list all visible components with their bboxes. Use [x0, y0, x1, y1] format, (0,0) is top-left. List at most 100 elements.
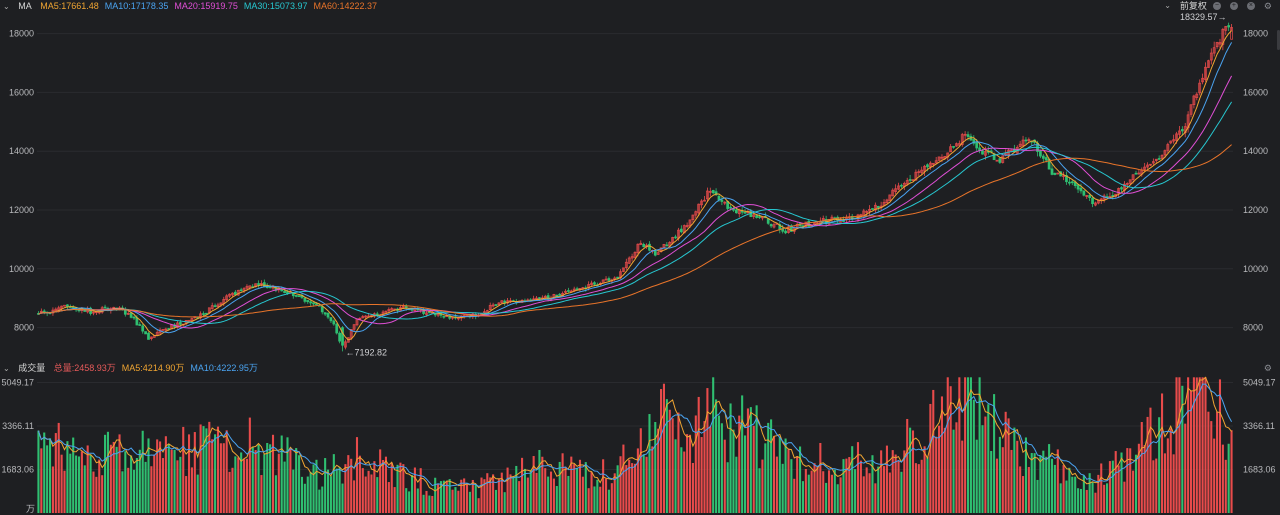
volume-collapse-chevron-icon[interactable]: ⌄	[3, 364, 10, 373]
adjust-chevron-icon[interactable]: ⌄	[1164, 1, 1171, 10]
candle-body	[456, 317, 460, 320]
volume-legend-item-2: MA10:4222.95万	[190, 363, 258, 373]
volume-bar	[1172, 454, 1175, 513]
volume-bar	[871, 455, 874, 513]
candle-body	[1224, 26, 1228, 31]
volume-bar	[48, 438, 52, 513]
volume-title[interactable]: 成交量	[18, 363, 46, 373]
volume-bar	[781, 463, 784, 513]
volume-bar	[124, 451, 127, 513]
volume-bar	[240, 452, 243, 513]
volume-bar	[173, 449, 176, 513]
volume-bar	[243, 459, 246, 513]
candle-body	[1212, 47, 1216, 54]
volume-bar	[92, 471, 95, 513]
volume-bar	[1210, 421, 1213, 513]
volume-bar	[202, 426, 205, 513]
price-chart[interactable]: 8000 8000 10000 10000 12000 12000 14000 14000 16…	[0, 12, 1280, 362]
candle-body	[283, 290, 286, 293]
candle-body	[332, 320, 336, 325]
volume-bar	[744, 435, 747, 513]
volume-bar	[1059, 483, 1062, 513]
volume-bar	[636, 448, 639, 513]
candle-body	[63, 304, 66, 307]
volume-bar	[917, 464, 920, 513]
ma-line-ma10	[38, 42, 1233, 334]
volume-bar	[434, 477, 437, 513]
volume-bar	[254, 450, 257, 513]
plus-icon[interactable]: +	[1229, 2, 1238, 10]
volume-bar	[622, 444, 625, 513]
gear-icon[interactable]: ⚙	[1263, 1, 1272, 11]
volume-bar	[1149, 407, 1152, 513]
candle-body	[694, 211, 698, 216]
candle-body	[260, 283, 263, 285]
candle-body	[772, 224, 776, 228]
candle-body	[740, 210, 744, 213]
close-icon[interactable]: ×	[1246, 2, 1255, 10]
candle-body	[312, 302, 315, 305]
candle-body	[1172, 139, 1175, 142]
candle-body	[665, 244, 669, 247]
volume-bar	[289, 448, 292, 513]
volume-bar	[1137, 443, 1140, 513]
candle-body	[1088, 195, 1092, 198]
volume-bar	[40, 448, 43, 513]
volume-gear-icon[interactable]: ⚙	[1263, 363, 1272, 373]
volume-bar	[150, 466, 153, 513]
adjust-mode-label[interactable]: 前复权	[1179, 1, 1207, 11]
volume-bar	[631, 463, 634, 513]
volume-ytick-right: 3366.11	[1243, 421, 1275, 431]
indicator-title[interactable]: MA	[18, 1, 32, 11]
volume-bar	[1105, 483, 1109, 513]
candle-body	[743, 211, 747, 214]
candle-body	[1215, 42, 1219, 48]
volume-bar	[471, 479, 474, 513]
candle-body	[147, 332, 150, 340]
volume-bar	[1192, 377, 1195, 513]
candle-body	[1143, 166, 1147, 170]
volume-bar	[897, 460, 900, 513]
volume-bar	[688, 434, 692, 513]
candle-body	[1137, 172, 1141, 175]
volume-bar	[425, 490, 428, 513]
volume-bar	[1045, 456, 1048, 513]
volume-bar	[422, 494, 425, 513]
volume-bar	[668, 409, 671, 513]
volume-bar	[1091, 481, 1094, 513]
volume-bar	[694, 415, 697, 513]
candle-body	[231, 292, 234, 296]
volume-bar	[127, 467, 130, 513]
candle-body	[1154, 158, 1158, 161]
candle-body	[349, 329, 353, 339]
volume-bar	[547, 476, 550, 513]
volume-bar	[1039, 455, 1042, 513]
price-ytick-left: 12000	[9, 205, 34, 215]
ma-line-ma5	[38, 30, 1232, 341]
candle-body	[934, 160, 938, 164]
volume-bars	[37, 377, 1233, 513]
candle-body	[1056, 172, 1060, 175]
candle-body	[1175, 133, 1178, 141]
minus-icon[interactable]: −	[1212, 2, 1221, 10]
candle-body	[436, 313, 440, 316]
volume-bar	[251, 446, 254, 513]
volume-bar	[413, 467, 416, 513]
candle-body	[674, 236, 677, 239]
candle-body	[564, 290, 567, 293]
volume-bar	[460, 479, 463, 513]
volume-bar	[584, 462, 587, 513]
volume-bar	[964, 377, 967, 513]
ma-legend-item-3: MA30:15073.97	[243, 1, 308, 11]
volume-bar	[489, 477, 492, 513]
candle-body	[711, 190, 715, 194]
candle-body	[387, 309, 391, 312]
volume-legend: 总量:2458.93万 MA5:4214.90万 MA10:4222.95万	[54, 363, 264, 373]
volume-bar	[419, 468, 422, 513]
volume-bar	[958, 377, 961, 513]
volume-chart[interactable]: 1683.06 1683.06 3366.11 3366.11 5049.17 5049.…	[0, 374, 1280, 515]
scroll-handle[interactable]	[1277, 30, 1280, 50]
volume-bar	[515, 465, 518, 513]
collapse-chevron-icon[interactable]: ⌄	[3, 2, 10, 11]
candle-body	[483, 311, 486, 314]
